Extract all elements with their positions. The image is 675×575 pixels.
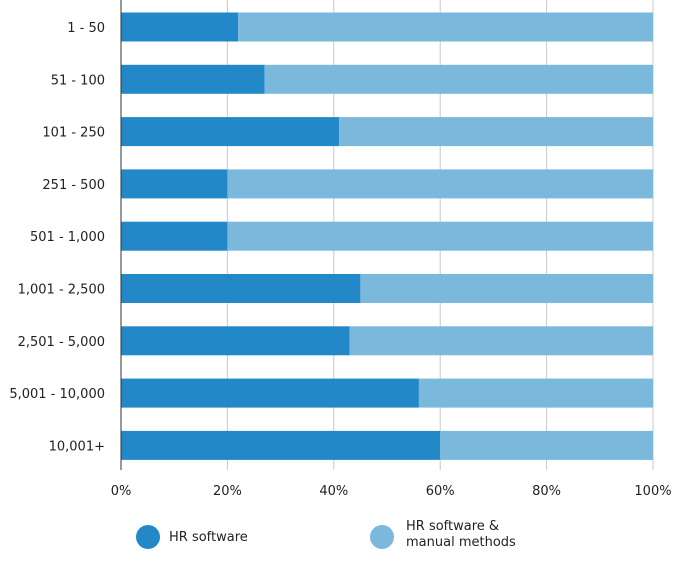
legend-swatch-icon xyxy=(136,525,160,549)
bar-hr-software-manual xyxy=(440,430,653,460)
legend-label: HR software & xyxy=(406,519,499,534)
y-tick-label: 101 - 250 xyxy=(42,126,105,141)
y-tick-labels: 1 - 50 51 - 100 101 - 250 251 - 500 501 - 1,… xyxy=(9,21,105,454)
bar-hr-software-manual xyxy=(238,12,654,42)
x-tick-label: 40% xyxy=(319,484,348,499)
y-tick-label: 5,001 - 10,000 xyxy=(9,387,105,402)
bar-hr-software-manual xyxy=(339,117,653,147)
y-tick-label: 1,001 - 2,500 xyxy=(18,283,105,298)
y-tick-label: 2,501 - 5,000 xyxy=(18,335,105,350)
bar-hr-software xyxy=(121,221,228,251)
bar-hr-software xyxy=(121,274,361,303)
bar-hr-software xyxy=(121,64,265,94)
bars xyxy=(121,12,654,460)
x-tick-label: 60% xyxy=(426,484,455,499)
bar-hr-software-manual xyxy=(349,326,653,356)
x-tick-labels: 0% 20% 40% 60% 80% 100% xyxy=(111,484,672,499)
x-tick-label: 80% xyxy=(532,484,561,499)
bar-hr-software-manual xyxy=(227,221,653,251)
bar-hr-software xyxy=(121,326,350,356)
legend: HR software HR software & manual methods xyxy=(136,519,516,550)
y-tick-label: 51 - 100 xyxy=(51,73,105,88)
y-tick-label: 10,001+ xyxy=(49,439,105,454)
bar-hr-software xyxy=(121,169,228,199)
legend-item-hr-software-manual[interactable]: HR software & manual methods xyxy=(370,519,516,550)
x-tick-label: 100% xyxy=(634,484,671,499)
y-tick-label: 1 - 50 xyxy=(67,21,105,36)
legend-label: HR software xyxy=(169,530,248,545)
bar-hr-software-manual xyxy=(418,378,653,408)
legend-swatch-icon xyxy=(370,525,394,549)
bar-hr-software-manual xyxy=(227,169,653,199)
x-tick-label: 0% xyxy=(111,484,132,499)
x-tick-label: 20% xyxy=(213,484,242,499)
bar-hr-software xyxy=(121,430,441,460)
bar-hr-software-manual xyxy=(264,64,653,94)
bar-hr-software xyxy=(121,12,239,42)
bar-hr-software xyxy=(121,117,340,147)
bar-hr-software xyxy=(121,378,419,408)
legend-label: manual methods xyxy=(406,535,516,550)
y-tick-label: 501 - 1,000 xyxy=(30,230,105,245)
y-tick-label: 251 - 500 xyxy=(42,178,105,193)
bar-hr-software-manual xyxy=(360,274,653,303)
legend-item-hr-software[interactable]: HR software xyxy=(136,525,248,549)
